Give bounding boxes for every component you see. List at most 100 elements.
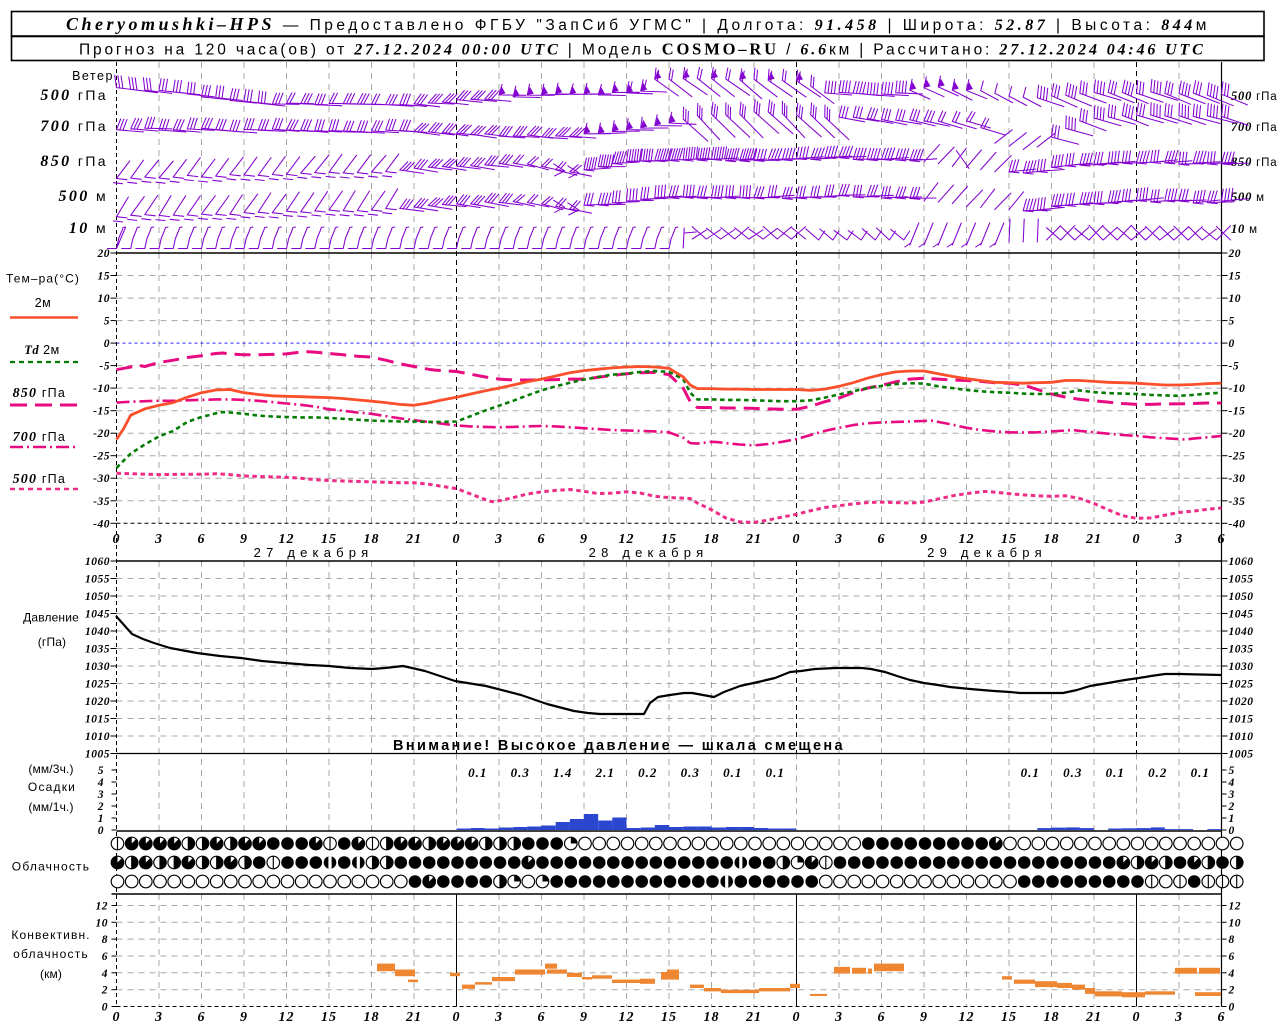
svg-text:1030: 1030 — [85, 661, 110, 673]
svg-text:18: 18 — [1044, 1010, 1060, 1024]
svg-text:0: 0 — [1133, 1010, 1141, 1024]
svg-text:Тем–ра(°С): Тем–ра(°С) — [6, 272, 80, 286]
svg-text:12: 12 — [959, 1010, 975, 1024]
svg-text:2.1: 2.1 — [595, 765, 615, 780]
svg-text:облачность: облачность — [13, 947, 89, 961]
svg-text:0: 0 — [98, 825, 104, 837]
svg-text:6: 6 — [1218, 532, 1226, 547]
svg-text:8: 8 — [102, 934, 108, 946]
svg-text:0.1: 0.1 — [1106, 765, 1125, 780]
svg-text:-25: -25 — [1229, 451, 1246, 463]
svg-text:500 гПа: 500 гПа — [13, 472, 66, 487]
svg-text:3: 3 — [834, 532, 843, 547]
svg-text:3: 3 — [154, 532, 163, 547]
svg-text:(мм/1ч.): (мм/1ч.) — [28, 800, 73, 814]
svg-text:9: 9 — [580, 532, 588, 547]
svg-text:-5: -5 — [1229, 361, 1240, 373]
svg-text:15: 15 — [661, 532, 677, 547]
svg-text:-35: -35 — [93, 496, 110, 508]
svg-text:1040: 1040 — [85, 626, 110, 638]
svg-text:6: 6 — [878, 1010, 886, 1024]
svg-text:-35: -35 — [1229, 496, 1246, 508]
svg-text:500 гПа: 500 гПа — [40, 87, 108, 104]
svg-text:0.2: 0.2 — [1148, 765, 1167, 780]
svg-text:0: 0 — [453, 532, 461, 547]
svg-text:1: 1 — [98, 813, 104, 825]
svg-text:1010: 1010 — [1229, 731, 1254, 743]
svg-text:5: 5 — [104, 316, 110, 328]
svg-text:1025: 1025 — [1229, 679, 1254, 691]
svg-text:0.3: 0.3 — [511, 765, 530, 780]
svg-text:6: 6 — [198, 532, 206, 547]
svg-text:3: 3 — [1174, 532, 1183, 547]
svg-text:0: 0 — [113, 532, 121, 547]
svg-text:-5: -5 — [99, 361, 110, 373]
svg-text:3: 3 — [494, 1010, 503, 1024]
svg-text:-20: -20 — [93, 428, 110, 440]
svg-text:28 декабря: 28 декабря — [589, 545, 709, 560]
svg-text:850 гПа: 850 гПа — [13, 386, 66, 401]
svg-text:-40: -40 — [93, 518, 110, 530]
svg-text:0.1: 0.1 — [468, 765, 487, 780]
svg-text:0: 0 — [453, 1010, 461, 1024]
svg-text:15: 15 — [1001, 532, 1017, 547]
svg-text:1050: 1050 — [1229, 591, 1254, 603]
svg-text:15: 15 — [1229, 271, 1242, 283]
svg-text:1035: 1035 — [1229, 644, 1254, 656]
svg-text:2: 2 — [97, 801, 104, 813]
svg-text:18: 18 — [364, 532, 380, 547]
svg-text:3: 3 — [834, 1010, 843, 1024]
svg-text:29 декабря: 29 декабря — [927, 545, 1047, 560]
svg-text:27 декабря: 27 декабря — [254, 545, 374, 560]
svg-text:0.3: 0.3 — [1063, 765, 1082, 780]
svg-text:1020: 1020 — [1229, 696, 1254, 708]
svg-text:0.1: 0.1 — [766, 765, 785, 780]
svg-text:20: 20 — [1228, 248, 1242, 260]
svg-text:5: 5 — [1229, 316, 1235, 328]
svg-text:12: 12 — [1229, 901, 1242, 913]
svg-text:500 м: 500 м — [58, 188, 108, 205]
svg-text:6: 6 — [538, 1010, 546, 1024]
svg-text:1.4: 1.4 — [553, 765, 572, 780]
svg-text:0: 0 — [1229, 825, 1235, 837]
svg-text:5: 5 — [98, 765, 104, 777]
svg-text:-15: -15 — [93, 406, 110, 418]
svg-text:1055: 1055 — [85, 574, 110, 586]
svg-text:3: 3 — [154, 1010, 163, 1024]
svg-text:0: 0 — [1133, 532, 1141, 547]
svg-text:-10: -10 — [1229, 383, 1246, 395]
svg-text:0: 0 — [104, 338, 110, 350]
svg-text:10: 10 — [96, 917, 109, 929]
svg-text:2м: 2м — [35, 296, 52, 310]
svg-text:2: 2 — [101, 985, 108, 997]
svg-text:1045: 1045 — [1229, 609, 1254, 621]
svg-text:1010: 1010 — [85, 731, 110, 743]
svg-text:1015: 1015 — [1229, 714, 1254, 726]
svg-text:0: 0 — [113, 1010, 121, 1024]
svg-text:4: 4 — [1228, 777, 1235, 789]
svg-text:21: 21 — [745, 532, 762, 547]
svg-text:1050: 1050 — [85, 591, 110, 603]
svg-text:6: 6 — [1218, 1010, 1226, 1024]
svg-text:-10: -10 — [93, 383, 110, 395]
svg-text:Ветер: Ветер — [72, 69, 114, 83]
svg-text:Td 2м: Td 2м — [24, 343, 59, 357]
svg-text:0: 0 — [102, 1002, 108, 1014]
svg-text:-30: -30 — [1229, 473, 1246, 485]
svg-text:700 гПа: 700 гПа — [13, 430, 66, 445]
svg-text:1: 1 — [1229, 813, 1235, 825]
svg-text:21: 21 — [1085, 1010, 1102, 1024]
svg-text:10 м: 10 м — [1231, 222, 1258, 236]
svg-text:12: 12 — [619, 1010, 635, 1024]
svg-text:18: 18 — [1044, 532, 1060, 547]
svg-text:4: 4 — [97, 777, 104, 789]
svg-text:4: 4 — [1228, 968, 1235, 980]
svg-text:0.2: 0.2 — [638, 765, 657, 780]
svg-text:1055: 1055 — [1229, 574, 1254, 586]
svg-text:20: 20 — [97, 248, 111, 260]
svg-text:1060: 1060 — [85, 556, 110, 568]
svg-text:850 гПа: 850 гПа — [1231, 155, 1277, 169]
svg-text:21: 21 — [405, 532, 422, 547]
svg-text:-40: -40 — [1229, 518, 1246, 530]
svg-text:12: 12 — [619, 532, 635, 547]
